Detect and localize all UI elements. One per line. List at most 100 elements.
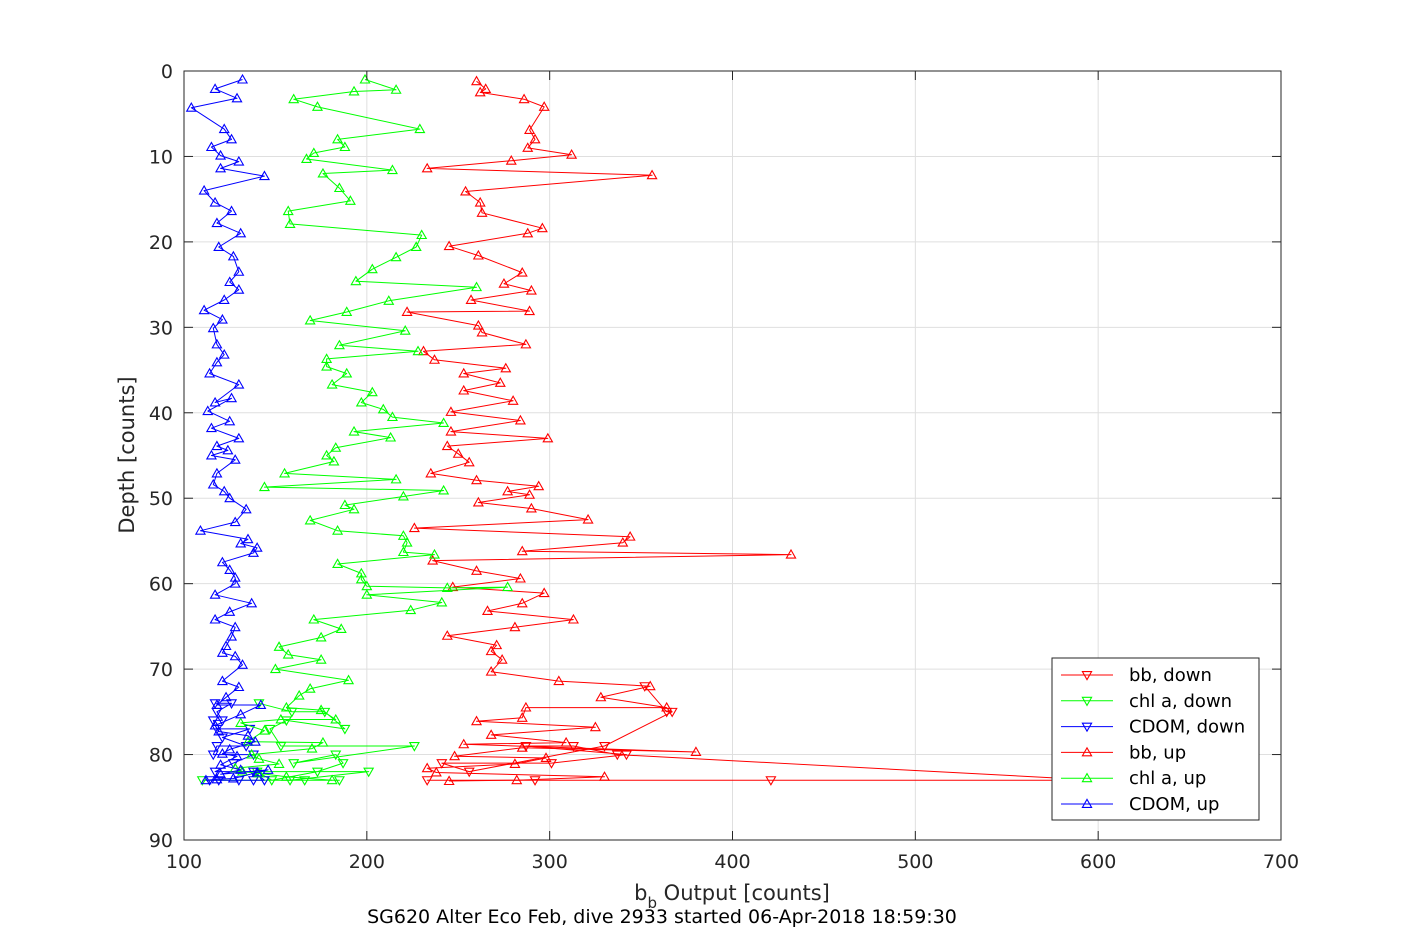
data-point xyxy=(463,767,475,778)
data-point xyxy=(215,162,227,173)
data-point xyxy=(405,604,417,615)
data-point xyxy=(326,774,338,785)
data-point xyxy=(339,499,351,510)
data-point xyxy=(428,354,441,364)
data-point xyxy=(524,124,536,134)
data-point xyxy=(280,771,292,781)
data-point xyxy=(441,630,453,640)
data-point xyxy=(377,403,389,414)
data-point xyxy=(430,766,442,777)
legend-label: chl a, up xyxy=(1129,768,1206,789)
data-point xyxy=(417,345,430,356)
y-tick-label: 10 xyxy=(149,146,173,168)
data-point xyxy=(236,765,249,776)
legend-label: bb, down xyxy=(1129,665,1212,686)
data-point xyxy=(485,729,497,739)
data-point xyxy=(507,395,519,405)
data-point xyxy=(225,630,238,641)
data-point xyxy=(215,759,227,769)
data-point xyxy=(251,542,263,552)
data-point xyxy=(598,771,611,781)
data-point xyxy=(213,241,225,252)
legend-label: CDOM, up xyxy=(1129,794,1219,815)
y-tick-label: 80 xyxy=(149,745,173,767)
data-point xyxy=(215,149,227,160)
data-point xyxy=(247,750,260,761)
series-bb-up xyxy=(401,75,797,786)
data-point xyxy=(425,467,437,478)
data-point xyxy=(458,367,470,378)
data-point xyxy=(348,85,360,96)
data-point xyxy=(441,582,453,592)
legend-marker xyxy=(1081,671,1093,681)
data-point xyxy=(224,564,236,574)
data-point xyxy=(209,719,221,730)
data-point xyxy=(229,621,241,632)
data-point xyxy=(339,141,351,152)
data-point xyxy=(538,587,550,598)
data-point xyxy=(315,704,327,715)
legend: bb, down chl a, down CDOM, down bb, up chl a… xyxy=(1051,657,1260,821)
data-point xyxy=(476,326,488,337)
data-point xyxy=(211,773,223,784)
data-point xyxy=(209,699,221,709)
data-point xyxy=(284,218,296,228)
data-point xyxy=(224,276,236,287)
y-tick-label: 0 xyxy=(161,61,173,83)
data-point xyxy=(344,195,356,205)
data-point xyxy=(319,707,331,718)
data-point xyxy=(582,513,594,524)
data-point xyxy=(198,304,210,315)
data-point xyxy=(207,478,219,489)
data-point xyxy=(485,665,497,676)
data-point xyxy=(204,776,216,786)
data-point xyxy=(390,84,402,94)
data-point xyxy=(315,631,327,642)
data-point xyxy=(567,613,579,624)
y-tick-label: 30 xyxy=(149,317,173,339)
x-tick-label: 600 xyxy=(1080,851,1116,873)
data-point xyxy=(236,73,249,84)
legend-marker xyxy=(1081,772,1093,783)
data-point xyxy=(315,654,327,664)
data-point xyxy=(321,449,333,460)
data-point xyxy=(213,776,225,786)
data-point xyxy=(229,650,241,661)
data-point xyxy=(333,182,345,193)
data-point xyxy=(408,742,420,752)
series-line xyxy=(426,685,1099,781)
data-point xyxy=(233,266,245,276)
data-point xyxy=(500,362,512,373)
data-point xyxy=(624,530,636,541)
data-point xyxy=(525,284,537,295)
data-point xyxy=(202,405,214,416)
series-chl-a-up xyxy=(229,73,514,785)
data-point xyxy=(533,480,545,491)
data-point xyxy=(224,743,236,754)
data-point xyxy=(332,524,344,535)
data-point xyxy=(472,496,484,507)
data-point xyxy=(443,775,455,786)
data-point xyxy=(516,712,528,722)
data-point xyxy=(253,699,265,709)
legend-item: chl a, down xyxy=(1061,691,1232,712)
data-point xyxy=(494,377,506,387)
data-point xyxy=(414,123,426,134)
data-point xyxy=(542,432,554,443)
data-point xyxy=(205,422,217,433)
data-point xyxy=(355,573,367,584)
x-axis-label: bb Output [counts] xyxy=(634,881,830,912)
ticks: 100 200 300 400 500 600 700 0 10 20 30 40 50 60 70 80 90 xyxy=(149,61,1299,873)
data-point xyxy=(441,440,453,451)
data-point xyxy=(205,449,217,460)
data-point xyxy=(617,536,629,547)
data-point xyxy=(273,641,285,651)
data-point xyxy=(229,454,241,464)
data-point xyxy=(335,623,347,633)
data-point xyxy=(361,589,373,599)
data-point xyxy=(509,758,521,768)
data-point xyxy=(350,275,362,286)
data-point xyxy=(275,713,287,724)
data-point xyxy=(282,205,294,216)
data-point xyxy=(452,448,464,458)
